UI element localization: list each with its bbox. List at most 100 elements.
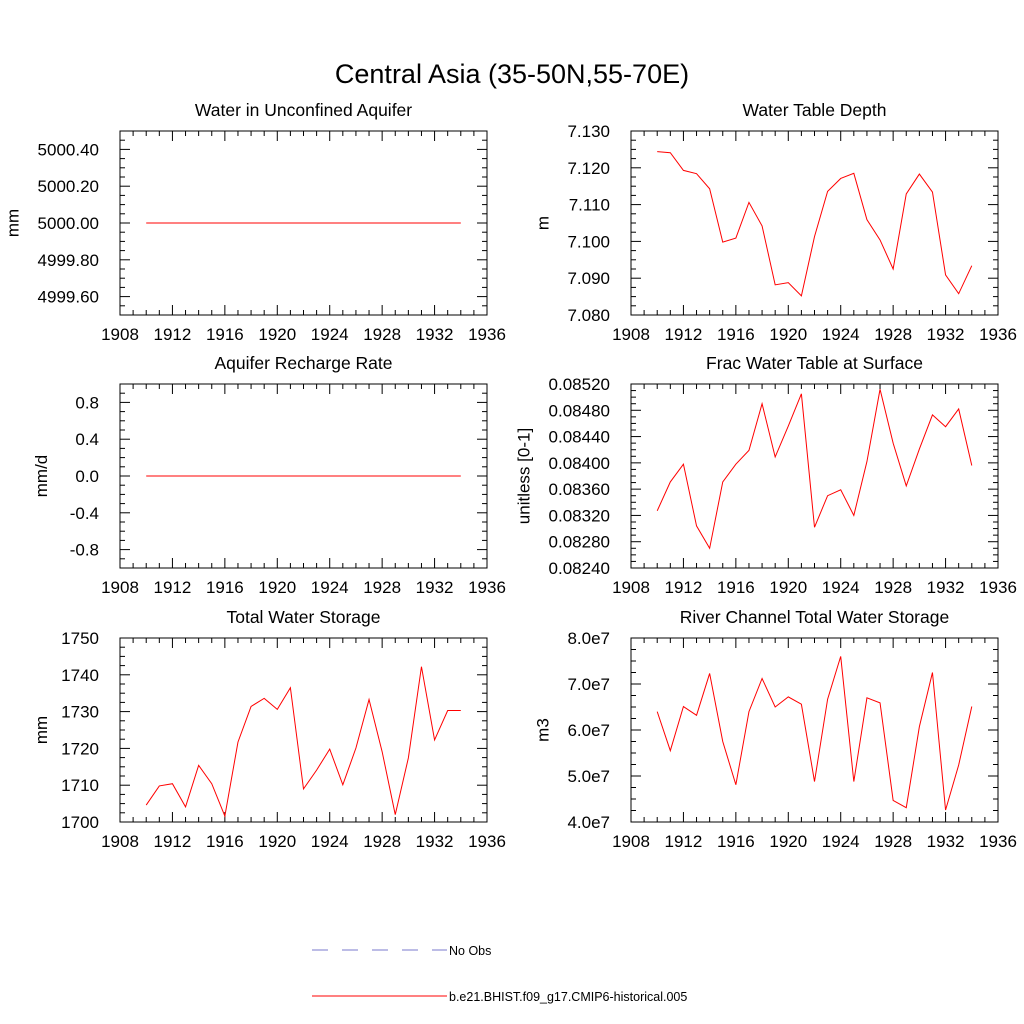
x-tick-label: 1920 <box>769 578 807 597</box>
y-tick-label: 7.080 <box>567 306 610 325</box>
x-tick-label: 1924 <box>311 325 349 344</box>
x-tick-label: 1916 <box>206 832 244 851</box>
x-tick-label: 1928 <box>363 832 401 851</box>
y-tick-label: 0.08280 <box>549 533 610 552</box>
panel-title: Frac Water Table at Surface <box>706 353 923 373</box>
y-tick-label: 1720 <box>61 739 99 758</box>
y-tick-label: 7.110 <box>569 196 610 215</box>
series-line-model <box>657 151 973 297</box>
x-tick-label: 1916 <box>717 832 755 851</box>
plot-frame <box>630 130 999 316</box>
x-tick-label: 1908 <box>612 578 650 597</box>
chart-panel: Water Table Depth 1908 1912 1916 1920 1924 192… <box>534 100 1017 344</box>
legend: No Obs b.e21.BHIST.f09_g17.CMIP6-histori… <box>312 944 687 1004</box>
figure-title: Central Asia (35-50N,55-70E) <box>335 59 689 89</box>
y-axis-label: m3 <box>534 718 553 742</box>
x-tick-label: 1920 <box>258 325 296 344</box>
chart-panel: Water in Unconfined Aquifer 1908 1912 1916 1… <box>4 100 506 344</box>
y-axis-label: unitless [0-1] <box>515 428 534 524</box>
x-tick-label: 1920 <box>769 832 807 851</box>
x-tick-label: 1924 <box>311 578 349 597</box>
x-tick-label: 1936 <box>979 325 1017 344</box>
chart-panel: Aquifer Recharge Rate 1908 1912 1916 1920 192… <box>32 353 506 597</box>
y-tick-label: 5000.20 <box>38 177 99 196</box>
y-tick-label: 1730 <box>61 703 99 722</box>
x-tick-label: 1936 <box>468 832 506 851</box>
series-line-model <box>656 389 973 550</box>
y-axis-label: mm <box>32 716 51 744</box>
y-tick-label: 4999.60 <box>38 288 99 307</box>
x-tick-label: 1936 <box>979 832 1017 851</box>
x-tick-label: 1916 <box>206 578 244 597</box>
x-tick-label: 1932 <box>927 578 965 597</box>
x-tick-label: 1932 <box>416 325 454 344</box>
plot-frame <box>119 637 488 823</box>
y-tick-label: 5000.00 <box>38 214 99 233</box>
y-tick-label: 5.0e7 <box>567 767 610 786</box>
x-tick-label: 1908 <box>612 325 650 344</box>
x-tick-label: 1932 <box>416 578 454 597</box>
x-tick-label: 1920 <box>769 325 807 344</box>
x-tick-label: 1908 <box>101 325 139 344</box>
x-tick-label: 1928 <box>363 325 401 344</box>
x-tick-label: 1912 <box>665 325 703 344</box>
y-tick-label: 0.8 <box>75 393 99 412</box>
y-tick-label: 0.08360 <box>549 480 610 499</box>
y-tick-label: 0.08320 <box>549 506 610 525</box>
y-tick-label: 7.090 <box>567 269 610 288</box>
x-tick-label: 1928 <box>874 325 912 344</box>
x-tick-label: 1920 <box>258 578 296 597</box>
y-tick-label: 0.08520 <box>549 375 610 394</box>
x-tick-label: 1932 <box>927 325 965 344</box>
x-tick-label: 1932 <box>927 832 965 851</box>
y-tick-label: 4999.80 <box>38 251 99 270</box>
y-tick-label: -0.8 <box>70 541 99 560</box>
x-tick-label: 1928 <box>363 578 401 597</box>
x-tick-label: 1916 <box>206 325 244 344</box>
panel-title: Water Table Depth <box>743 100 887 120</box>
y-tick-label: 0.08440 <box>549 428 610 447</box>
series-line-model <box>145 666 461 818</box>
x-tick-label: 1932 <box>416 832 454 851</box>
y-axis-label: mm <box>4 209 23 237</box>
x-tick-label: 1924 <box>822 832 860 851</box>
x-tick-label: 1908 <box>612 832 650 851</box>
x-tick-label: 1912 <box>665 832 703 851</box>
x-tick-label: 1924 <box>822 325 860 344</box>
y-tick-label: 0.4 <box>75 430 99 449</box>
panel-title: Total Water Storage <box>226 607 380 627</box>
chart-panel: Frac Water Table at Surface 1908 1912 1916 1… <box>515 353 1017 597</box>
x-tick-label: 1936 <box>468 578 506 597</box>
y-tick-label: 1740 <box>61 666 99 685</box>
chart-panel: Total Water Storage 1908 1912 1916 1920 1924 1… <box>32 607 506 851</box>
panel-title: River Channel Total Water Storage <box>680 607 949 627</box>
y-tick-label: 7.0e7 <box>567 675 610 694</box>
chart-panel: River Channel Total Water Storage 1908 191… <box>534 607 1017 851</box>
y-axis-label: mm/d <box>32 455 51 498</box>
y-tick-label: 1710 <box>61 776 99 795</box>
y-tick-label: 7.120 <box>567 159 610 178</box>
panels: Water in Unconfined Aquifer 1908 1912 1916 1… <box>4 100 1017 851</box>
plot-frame <box>630 637 999 823</box>
x-tick-label: 1928 <box>874 578 912 597</box>
x-tick-label: 1936 <box>468 325 506 344</box>
x-tick-label: 1912 <box>154 832 192 851</box>
y-tick-label: 0.0 <box>75 467 99 486</box>
y-tick-label: 4.0e7 <box>567 813 610 832</box>
y-tick-label: 1750 <box>61 629 99 648</box>
y-tick-label: 7.100 <box>567 232 610 251</box>
x-tick-label: 1908 <box>101 832 139 851</box>
legend-model-label: b.e21.BHIST.f09_g17.CMIP6-historical.005 <box>449 990 687 1004</box>
x-tick-label: 1936 <box>979 578 1017 597</box>
y-tick-label: -0.4 <box>70 504 99 523</box>
x-tick-label: 1924 <box>822 578 860 597</box>
x-tick-label: 1924 <box>311 832 349 851</box>
x-tick-label: 1928 <box>874 832 912 851</box>
x-tick-label: 1912 <box>154 578 192 597</box>
y-tick-label: 5000.40 <box>38 140 99 159</box>
x-tick-label: 1908 <box>101 578 139 597</box>
y-tick-label: 7.130 <box>567 122 610 141</box>
panel-title: Aquifer Recharge Rate <box>214 353 392 373</box>
y-axis-label: m <box>534 216 553 230</box>
